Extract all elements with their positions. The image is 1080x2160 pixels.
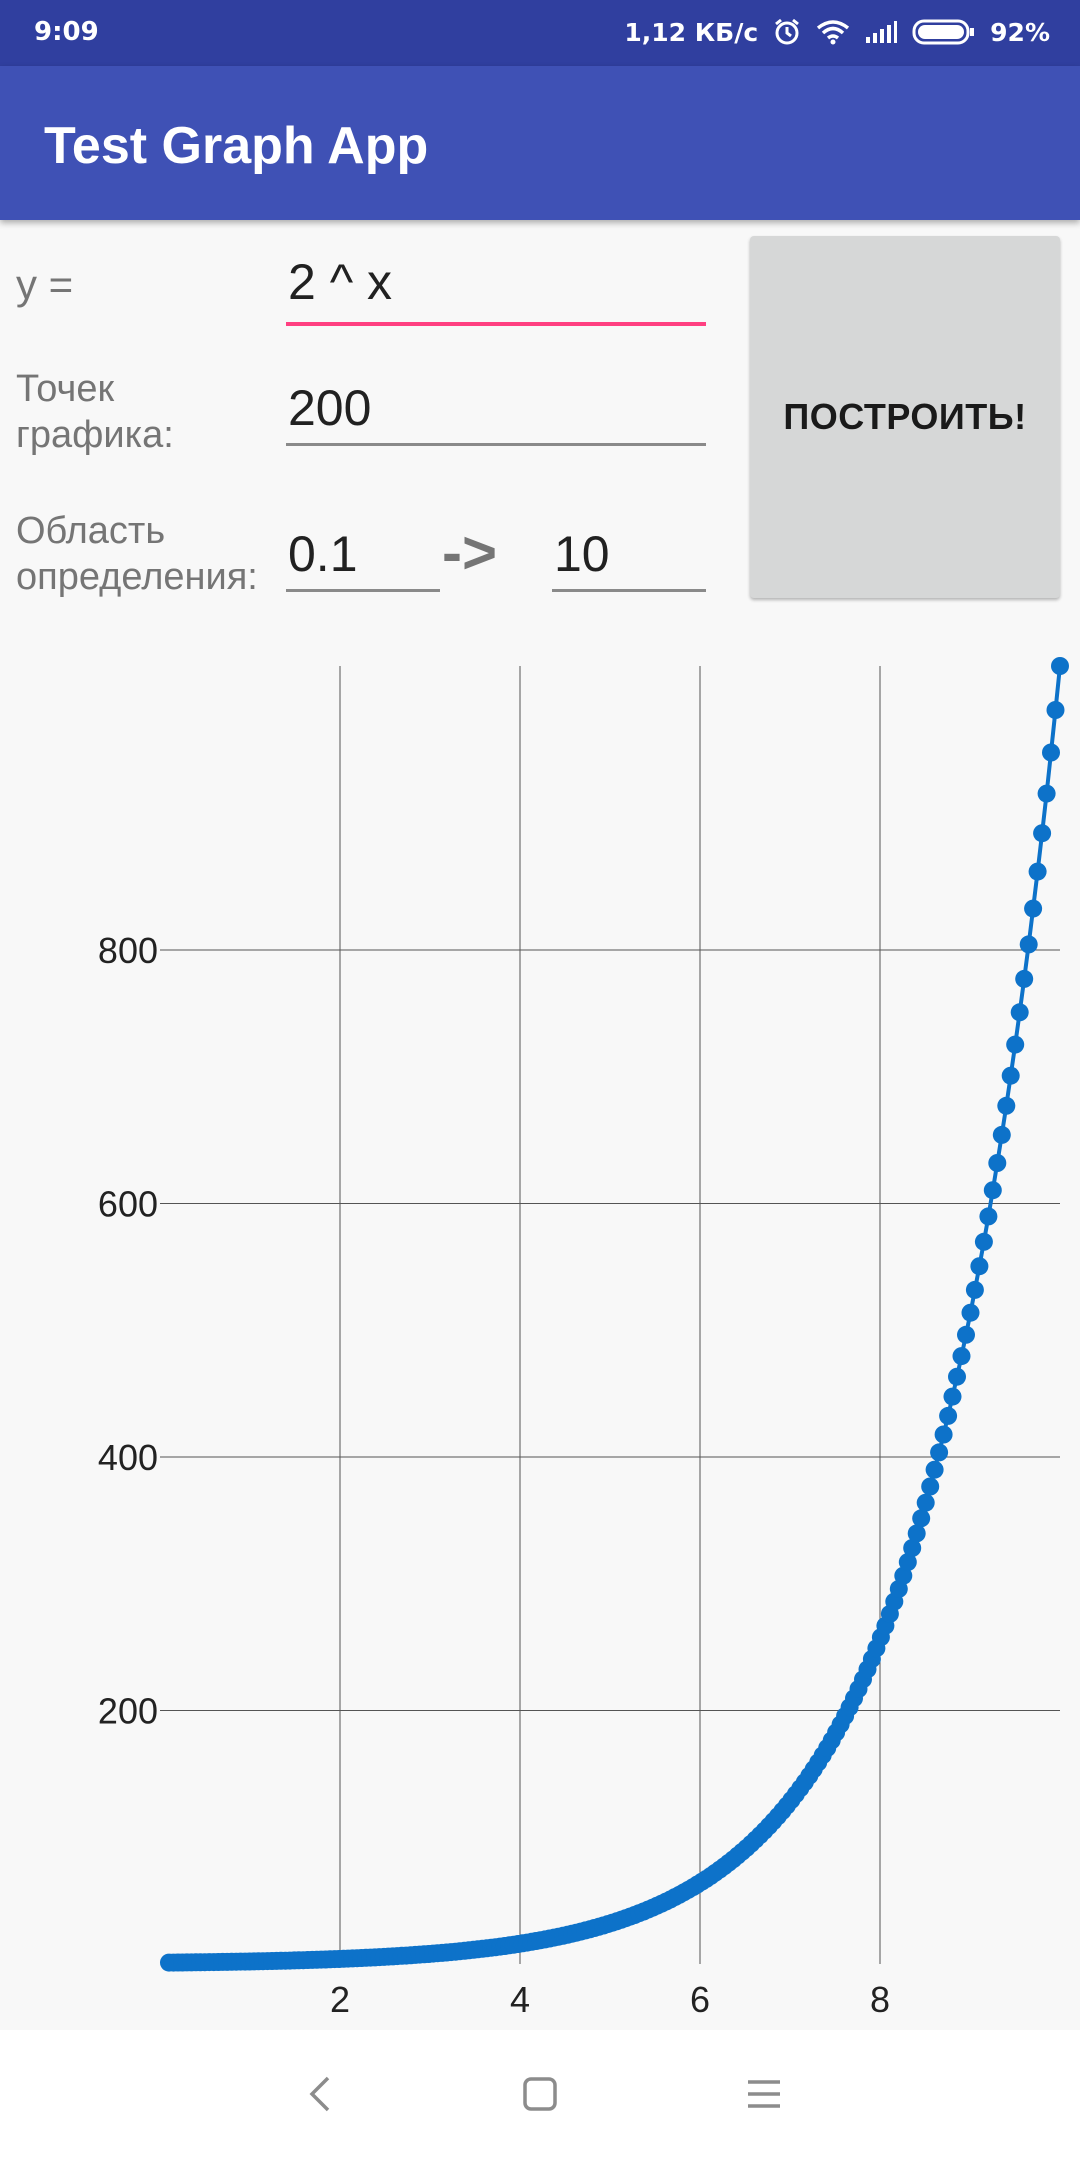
battery-percent: 92%: [990, 17, 1050, 47]
data-point: [970, 1257, 989, 1276]
data-point: [1024, 899, 1043, 918]
data-point: [1001, 1066, 1020, 1085]
y-tick-label: 800: [98, 930, 158, 971]
data-point: [952, 1347, 971, 1366]
data-point: [898, 1553, 917, 1572]
data-point: [1015, 969, 1034, 988]
data-point: [907, 1524, 926, 1543]
data-point: [1037, 784, 1056, 803]
data-point: [1028, 862, 1047, 881]
data-point: [1019, 935, 1038, 954]
data-point: [988, 1154, 1007, 1172]
data-point: [992, 1125, 1011, 1144]
y-tick-label: 200: [98, 1690, 158, 1731]
menu-icon[interactable]: [744, 2070, 784, 2123]
build-button[interactable]: ПОСТРОИТЬ!: [750, 236, 1060, 598]
data-point: [930, 1443, 949, 1462]
data-point: [916, 1493, 935, 1512]
back-icon[interactable]: [300, 2070, 340, 2123]
x-tick-label: 4: [510, 1979, 530, 2020]
domain-label-line1: Область: [16, 510, 166, 552]
data-point: [894, 1566, 913, 1585]
data-point: [903, 1539, 922, 1557]
data-point: [974, 1232, 993, 1251]
home-icon[interactable]: [520, 2070, 560, 2123]
data-point: [957, 1325, 975, 1344]
points-input[interactable]: 200: [286, 378, 706, 446]
domain-from-input[interactable]: 0.1: [286, 524, 440, 592]
data-point: [1010, 1003, 1029, 1022]
data-point: [943, 1387, 962, 1406]
data-point: [1051, 657, 1069, 675]
wifi-icon: [816, 19, 850, 45]
data-point: [1006, 1035, 1025, 1054]
points-label-line2: графика:: [16, 414, 174, 456]
data-point: [965, 1280, 984, 1299]
x-tick-label: 6: [690, 1979, 710, 2020]
y-tick-label: 400: [98, 1437, 158, 1478]
points-label-line1: Точек: [16, 368, 115, 410]
data-point: [1033, 824, 1052, 843]
alarm-icon: [772, 17, 802, 47]
x-tick-label: 8: [870, 1979, 890, 2020]
data-point: [979, 1207, 998, 1226]
status-icons: 1,12 КБ/с 92%: [624, 17, 1050, 47]
function-input[interactable]: 2 ^ x: [286, 252, 706, 326]
data-point: [939, 1406, 958, 1425]
y-label: y =: [16, 261, 74, 308]
data-point: [997, 1096, 1016, 1115]
data-point: [934, 1425, 953, 1444]
status-time: 9:09: [34, 17, 99, 47]
data-point: [948, 1367, 966, 1386]
data-point: [921, 1477, 940, 1496]
status-bar: 9:09 1,12 КБ/с 92%: [0, 0, 1080, 66]
data-point: [912, 1509, 931, 1528]
data-point: [983, 1181, 1002, 1200]
y-tick-label: 600: [98, 1183, 158, 1224]
app-title: Test Graph App: [44, 117, 429, 175]
data-point: [961, 1303, 980, 1322]
network-speed: 1,12 КБ/с: [624, 17, 759, 47]
data-point: [1046, 701, 1065, 719]
data-point: [925, 1460, 944, 1479]
domain-to-input[interactable]: 10: [552, 524, 706, 592]
domain-label-line2: определения:: [16, 556, 258, 598]
data-point: [1042, 743, 1060, 762]
app-bar: Test Graph App: [0, 66, 1080, 220]
battery-icon: [912, 19, 976, 45]
signal-icon: [864, 20, 898, 44]
function-chart: 2 4 6 8 200 400 600 800: [98, 657, 1069, 2020]
domain-arrow: ->: [442, 519, 498, 586]
navigation-bar: [0, 2030, 1080, 2160]
series-line: [169, 665, 1062, 1965]
x-tick-label: 2: [330, 1979, 350, 2020]
